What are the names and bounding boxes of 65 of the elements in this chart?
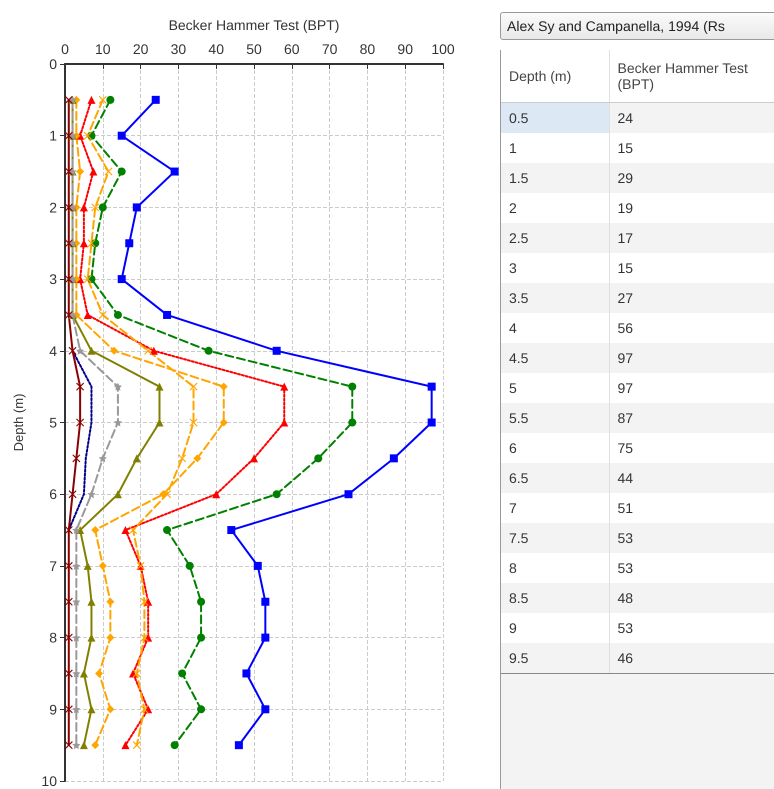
y-tick-label: 5 <box>49 414 58 430</box>
y-tick-label: 8.5 <box>501 583 609 613</box>
y-tick-label: 7.5 <box>501 523 609 553</box>
y-tick-label: 8 <box>501 553 609 583</box>
y-axis-title: Depth (m) <box>11 394 26 452</box>
data-label: 27 <box>609 283 774 313</box>
y-tick-label: 8 <box>49 630 58 646</box>
y-axis-title: Depth (m) <box>501 50 609 102</box>
x-tick-label: 10 <box>95 41 111 57</box>
data-label: 15 <box>609 253 774 283</box>
y-tick-label: 4 <box>49 342 58 359</box>
y-tick-label: 4.5 <box>501 343 609 373</box>
x-tick-label: Becker Hammer Test (BPT) <box>609 50 774 102</box>
data-label: 46 <box>609 643 774 673</box>
y-tick-label: 2 <box>501 193 609 223</box>
data-label: 53 <box>609 523 774 553</box>
y-tick-label: 2 <box>49 199 58 216</box>
y-tick-label: 9 <box>49 701 58 718</box>
y-tick-label: 0.5 <box>501 102 609 133</box>
dropdown-field: Alex Sy and Campanella, 1994 (Rs <box>500 12 774 40</box>
y-tick-label: 5 <box>501 373 609 403</box>
data-label: 53 <box>609 613 774 643</box>
y-tick-label: 1 <box>501 133 609 163</box>
data-label: 19 <box>609 193 774 223</box>
x-tick-label: 80 <box>360 41 376 57</box>
y-tick-label: 3 <box>501 253 609 283</box>
y-tick-label: 6.5 <box>501 463 609 493</box>
y-tick-label: 6 <box>501 433 609 463</box>
y-tick-label: 9.5 <box>501 643 609 673</box>
data-label: 15 <box>609 133 774 163</box>
x-tick-label: 60 <box>284 41 300 57</box>
y-tick-label: 2.5 <box>501 223 609 253</box>
y-tick-label: 6 <box>49 486 58 502</box>
data-label: 51 <box>609 493 774 523</box>
data-label: 17 <box>609 223 774 253</box>
y-tick-label: 1.5 <box>501 163 609 193</box>
x-axis-title: Becker Hammer Test (BPT) <box>168 17 340 33</box>
data-label: 24 <box>609 102 774 133</box>
x-tick-label: 20 <box>132 41 149 57</box>
y-tick-label: 5.5 <box>501 403 609 433</box>
y-tick-label: 1 <box>49 128 58 144</box>
x-tick-label: 50 <box>246 41 262 57</box>
y-tick-label: 3.5 <box>501 283 609 313</box>
data-label: 29 <box>609 163 774 193</box>
data-label: 75 <box>609 433 774 463</box>
y-tick-label: 7 <box>501 493 609 523</box>
x-tick-label: 100 <box>431 41 455 57</box>
data-label: 97 <box>609 343 774 373</box>
x-tick-label: 70 <box>322 41 338 57</box>
data-label: 87 <box>609 403 774 433</box>
x-tick-label: 0 <box>61 41 70 57</box>
y-tick-label: 3 <box>49 271 58 288</box>
y-tick-label: 10 <box>41 773 58 789</box>
data-label: 48 <box>609 583 774 613</box>
data-label: 56 <box>609 313 774 343</box>
y-tick-label: 4 <box>501 313 609 343</box>
x-tick-label: 40 <box>208 41 224 57</box>
x-tick-label: 90 <box>397 41 414 57</box>
data-label: 53 <box>609 553 774 583</box>
data-label: 97 <box>609 373 774 403</box>
y-tick-label: 7 <box>49 558 58 574</box>
x-tick-label: 30 <box>170 41 186 57</box>
y-tick-label: 9 <box>501 613 609 643</box>
y-tick-label: 0 <box>49 56 58 72</box>
data-label: 44 <box>609 463 774 493</box>
